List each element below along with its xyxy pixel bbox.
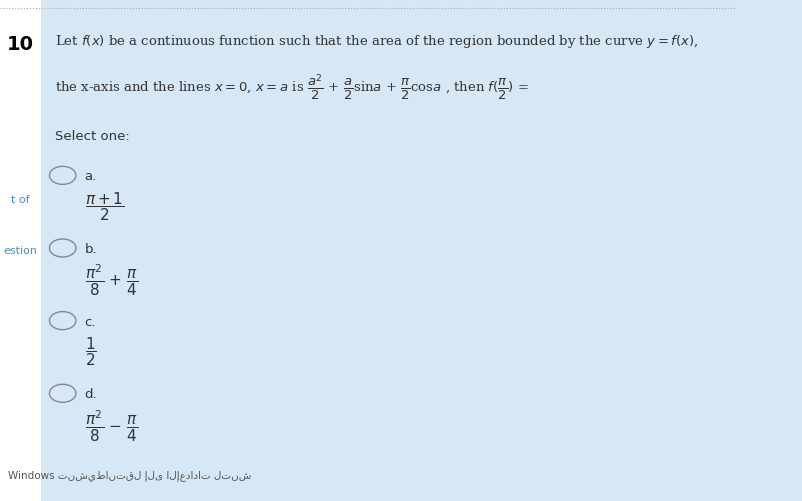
Text: t of: t of (10, 195, 30, 205)
Text: the x-axis and the lines $x = 0$, $x = a$ is $\dfrac{a^2}{2}$ + $\dfrac{a}{2}$si: the x-axis and the lines $x = 0$, $x = a… (55, 73, 529, 102)
Text: Let $f(x)$ be a continuous function such that the area of the region bounded by : Let $f(x)$ be a continuous function such… (55, 33, 698, 50)
Text: d.: d. (85, 388, 97, 401)
Text: b.: b. (85, 243, 97, 256)
Text: Select one:: Select one: (55, 130, 130, 143)
Text: $\dfrac{\pi^2}{8}$ + $\dfrac{\pi}{4}$: $\dfrac{\pi^2}{8}$ + $\dfrac{\pi}{4}$ (85, 263, 138, 299)
Text: 10: 10 (6, 35, 34, 54)
Text: Windows تنشيطانتقل إلى الإعدادات لتنش: Windows تنشيطانتقل إلى الإعدادات لتنش (7, 470, 250, 481)
Text: estion: estion (3, 245, 37, 256)
Text: $\dfrac{\pi + 1}{2}$: $\dfrac{\pi + 1}{2}$ (85, 190, 124, 223)
Text: a.: a. (85, 170, 97, 183)
Text: $\dfrac{1}{2}$: $\dfrac{1}{2}$ (85, 336, 96, 368)
FancyBboxPatch shape (0, 0, 41, 501)
Text: c.: c. (85, 316, 96, 329)
Text: $\dfrac{\pi^2}{8}$ $-$ $\dfrac{\pi}{4}$: $\dfrac{\pi^2}{8}$ $-$ $\dfrac{\pi}{4}$ (85, 408, 138, 444)
